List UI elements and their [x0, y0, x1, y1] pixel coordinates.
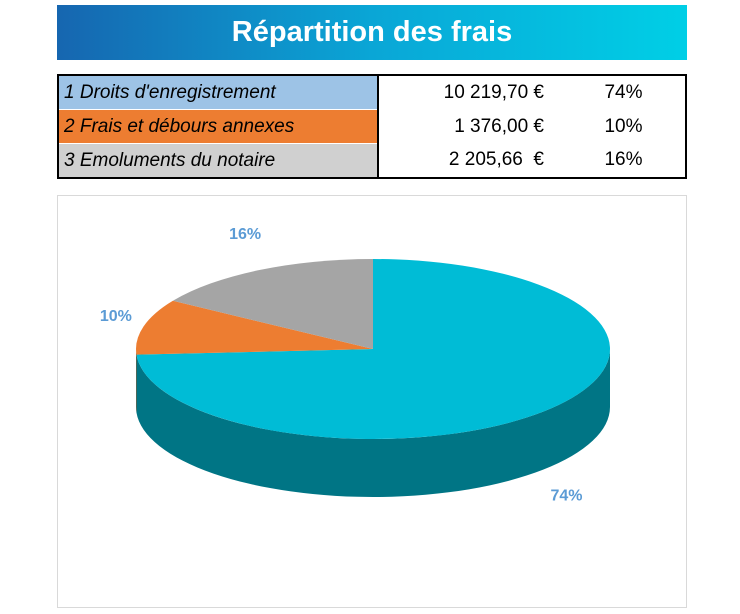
- pie-slice-side: [136, 349, 611, 497]
- cell: 16%: [604, 149, 643, 171]
- cell: 1 376,00 €: [454, 115, 544, 137]
- row: 3 Emoluments du notaire 2 205,66 € 16%: [58, 143, 686, 179]
- cell: 1 Droits d'enregistrement: [58, 75, 379, 110]
- cell: 10%: [604, 115, 643, 137]
- pie-slice: [136, 300, 373, 355]
- pie-chart: 74% 10% 16%: [57, 195, 687, 608]
- title: Répartition des frais: [57, 5, 687, 60]
- row: 1 Droits d'enregistrement 10 219,70 € 74%: [58, 75, 686, 110]
- cell: 74%: [604, 81, 643, 103]
- data-label: 74%: [550, 488, 582, 505]
- cell: 3 Emoluments du notaire: [58, 143, 379, 179]
- pie-slice: [136, 259, 611, 439]
- cell: 10 219,70 €: [443, 81, 544, 103]
- cell: 2 205,66 €: [448, 149, 544, 171]
- row: 2 Frais et débours annexes 1 376,00 € 10%: [58, 109, 686, 144]
- fee-table: 1 Droits d'enregistrement 10 219,70 €74% …: [57, 74, 687, 179]
- data-label: 10%: [100, 308, 132, 325]
- data-label: 16%: [229, 226, 261, 243]
- cell: 2 Frais et débours annexes: [58, 109, 379, 144]
- pie-slice: [172, 259, 373, 349]
